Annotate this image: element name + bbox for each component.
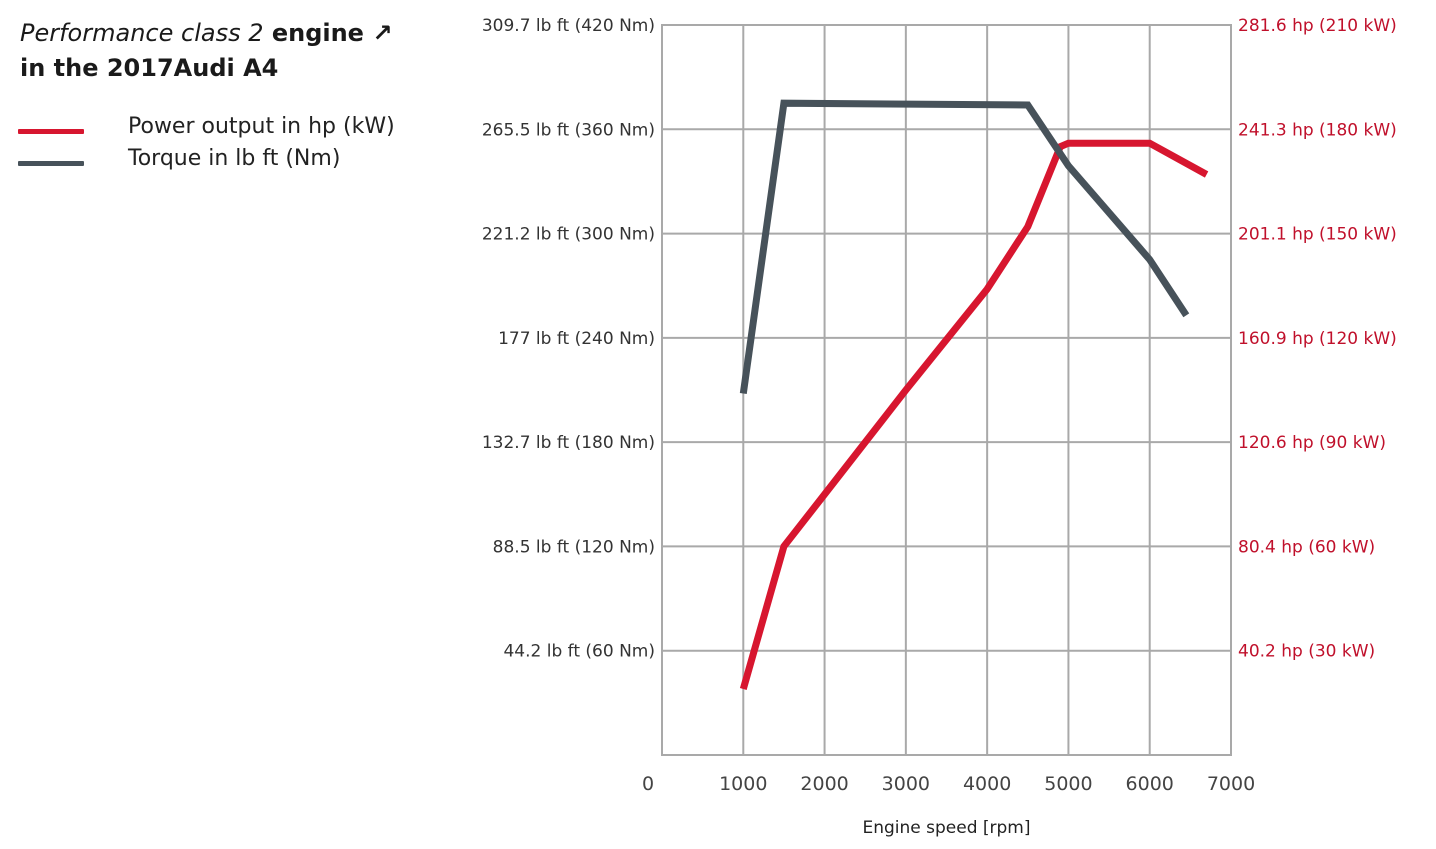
x-tick-label: 3000 <box>882 773 930 795</box>
y-left-tick-label: 132.7 lb ft (180 Nm) <box>482 433 655 453</box>
chart-title-rest: engine ↗ <box>263 19 393 47</box>
y-left-tick-label: 309.7 lb ft (420 Nm) <box>482 16 655 36</box>
legend-label-torque: Torque in lb ft (Nm) <box>128 146 341 171</box>
y-left-tick-label: 44.2 lb ft (60 Nm) <box>503 642 655 662</box>
x-tick-label: 6000 <box>1126 773 1174 795</box>
x-tick-label: 4000 <box>963 773 1011 795</box>
legend-swatch-torque <box>18 161 84 166</box>
x-tick-label: 1000 <box>719 773 767 795</box>
y-left-tick-label: 265.5 lb ft (360 Nm) <box>482 120 655 140</box>
chart-title-line-2: in the 2017Audi A4 <box>20 54 279 82</box>
y-left-tick-label: 221.2 lb ft (300 Nm) <box>482 225 655 245</box>
x-tick-label: 0 <box>642 773 654 795</box>
chart-title: Performance class 2 engine ↗ in the 2017… <box>20 16 392 86</box>
y-right-tick-label: 281.6 hp (210 kW) <box>1238 16 1397 36</box>
series-torque-line <box>739 99 1190 394</box>
y-right-tick-label: 241.3 hp (180 kW) <box>1238 120 1397 140</box>
y-right-tick-label: 160.9 hp (120 kW) <box>1238 329 1397 349</box>
y-right-tick-label: 80.4 hp (60 kW) <box>1238 537 1375 557</box>
chart-title-italic: Performance class 2 <box>20 19 264 47</box>
x-axis-label: Engine speed [rpm] <box>862 818 1030 838</box>
y-right-tick-label: 40.2 hp (30 kW) <box>1238 642 1375 662</box>
y-left-tick-label: 88.5 lb ft (120 Nm) <box>493 537 655 557</box>
series-power-line <box>739 139 1209 690</box>
y-left-tick-label: 177 lb ft (240 Nm) <box>498 329 655 349</box>
x-tick-label: 7000 <box>1207 773 1255 795</box>
y-right-tick-label: 201.1 hp (150 kW) <box>1238 225 1397 245</box>
x-tick-label: 5000 <box>1044 773 1092 795</box>
plot-frame <box>661 24 1232 756</box>
legend-swatch-power <box>18 129 84 134</box>
x-tick-label: 2000 <box>800 773 848 795</box>
y-right-tick-label: 120.6 hp (90 kW) <box>1238 433 1386 453</box>
chart-title-line-1: Performance class 2 engine ↗ <box>20 16 392 51</box>
legend-label-power: Power output in hp (kW) <box>128 114 395 139</box>
